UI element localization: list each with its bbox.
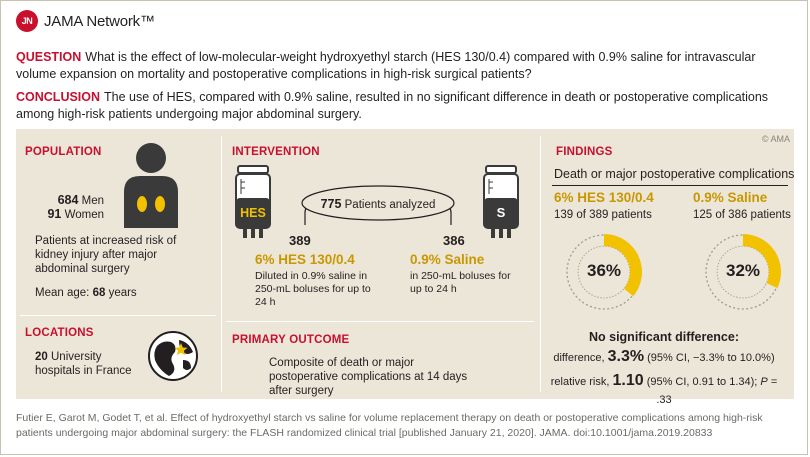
- hes-group-details: Diluted in 0.9% saline in 250-mL boluses…: [255, 270, 371, 308]
- saline-group-name: 0.9% Saline: [410, 252, 485, 267]
- brand-name: JAMA Network™: [44, 12, 155, 30]
- mean-age: Mean age: 68 years: [35, 286, 137, 300]
- person-kidneys-icon: [124, 143, 178, 228]
- hes-group-n: 389: [289, 233, 311, 248]
- women-count-row: 91 Women: [34, 207, 104, 222]
- saline-finding-count: 125 of 386 patients: [693, 209, 791, 221]
- randomization-diagram: [301, 185, 455, 225]
- hes-percent: 36%: [586, 261, 622, 280]
- p-value: = .33: [656, 376, 778, 406]
- locations-text: 20 University hospitals in France: [35, 350, 135, 378]
- relative-risk-stat: relative risk, 1.10 (95% CI, 0.91 to 1.3…: [546, 372, 782, 409]
- difference-value: 3.3%: [607, 348, 645, 365]
- hes-iv-bag-icon: [235, 165, 271, 238]
- findings-subtitle-rule: [552, 185, 788, 186]
- conclusion-label: CONCLUSION: [16, 90, 101, 104]
- citation: Futier E, Garot M, Godet T, et al. Effec…: [16, 412, 763, 439]
- women-label: Women: [64, 209, 104, 221]
- hes-finding-count: 139 of 389 patients: [554, 209, 652, 221]
- men-count: 684: [57, 193, 79, 207]
- difference-stat: difference, 3.3% (95% CI, −3.3% to 10.0%…: [546, 348, 782, 367]
- question-block: QUESTION What is the effect of low-molecu…: [16, 49, 796, 83]
- difference-ci: (95% CI, −3.3% to 10.0%): [647, 352, 775, 364]
- population-locations-divider: [20, 315, 216, 316]
- conclusion-block: CONCLUSION The use of HES, compared with …: [16, 89, 796, 123]
- population-title: POPULATION: [25, 146, 102, 158]
- conclusion-text: The use of HES, compared with 0.9% salin…: [16, 90, 769, 121]
- question-label: QUESTION: [16, 50, 82, 64]
- copyright: © AMA: [761, 134, 790, 144]
- locations-title: LOCATIONS: [25, 327, 94, 339]
- saline-donut-arc: [743, 234, 781, 289]
- mean-age-label: Mean age:: [35, 287, 90, 299]
- hes-donut-chart: [566, 234, 642, 310]
- hes-group-name: 6% HES 130/0.4: [255, 252, 355, 267]
- rr-ci: (95% CI, 0.91 to 1.34);: [646, 376, 758, 388]
- saline-bag-label: S: [496, 205, 506, 220]
- total-label: Patients analyzed: [344, 199, 436, 211]
- rr-label: relative risk,: [550, 376, 610, 388]
- women-count: 91: [47, 207, 62, 221]
- locations-count: 20: [35, 351, 48, 363]
- panel-divider-1: [221, 136, 222, 392]
- intervention-title: INTERVENTION: [232, 146, 320, 158]
- findings-title: FINDINGS: [556, 146, 613, 158]
- primary-outcome-text: Composite of death or major postoperativ…: [269, 357, 468, 397]
- men-label: Men: [81, 195, 104, 207]
- rr-value: 1.10: [612, 372, 644, 389]
- saline-group-details: in 250-mL boluses for up to 24 h: [410, 270, 511, 295]
- hes-donut-arc: [604, 234, 642, 297]
- content-panels: [16, 129, 794, 399]
- population-description: Patients at increased risk of kidney inj…: [35, 235, 177, 275]
- saline-finding-name: 0.9% Saline: [693, 190, 768, 205]
- intervention-outcome-divider: [226, 321, 534, 322]
- saline-group-n: 386: [443, 233, 465, 248]
- globe-icon: [148, 331, 198, 381]
- mean-age-unit: years: [108, 287, 137, 299]
- total-count: 775: [320, 197, 342, 211]
- saline-donut-chart: [705, 234, 781, 310]
- mean-age-value: 68: [92, 287, 106, 299]
- jn-logo-badge: JN: [16, 10, 38, 32]
- hes-finding-name: 6% HES 130/0.4: [554, 190, 654, 205]
- question-text: What is the effect of low-molecular-weig…: [16, 50, 756, 81]
- findings-subtitle: Death or major postoperative complicatio…: [554, 167, 795, 181]
- saline-percent: 32%: [725, 261, 761, 280]
- locations-description: University hospitals in France: [35, 351, 132, 377]
- saline-iv-bag-icon: [483, 165, 519, 238]
- difference-label: difference,: [553, 352, 605, 364]
- no-significant-difference: No significant difference:: [588, 330, 740, 344]
- panel-divider-2: [540, 136, 541, 392]
- patients-analyzed: 775 Patients analyzed: [300, 197, 456, 212]
- jama-network-logo: JN JAMA Network™: [16, 10, 155, 32]
- p-label: P: [760, 376, 768, 388]
- hes-bag-label: HES: [240, 206, 266, 220]
- primary-outcome-title: PRIMARY OUTCOME: [232, 334, 350, 346]
- men-count-row: 684 Men: [34, 193, 104, 208]
